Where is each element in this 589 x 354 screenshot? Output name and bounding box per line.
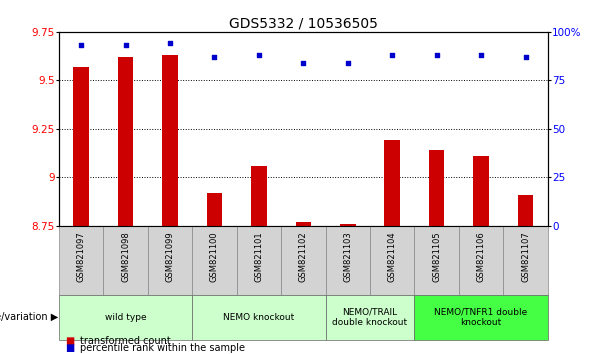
- Text: NEMO/TNFR1 double
knockout: NEMO/TNFR1 double knockout: [435, 308, 528, 327]
- Text: GSM821102: GSM821102: [299, 231, 308, 282]
- Bar: [296, 222, 311, 225]
- Point: [77, 42, 86, 48]
- Bar: [326, 225, 370, 295]
- Text: GSM821105: GSM821105: [432, 231, 441, 282]
- Text: percentile rank within the sample: percentile rank within the sample: [80, 343, 244, 353]
- Text: transformed count: transformed count: [80, 336, 170, 346]
- Point: [210, 54, 219, 60]
- Point: [299, 60, 308, 66]
- Text: genotype/variation ▶: genotype/variation ▶: [0, 312, 58, 322]
- Bar: [118, 57, 133, 225]
- Text: ■: ■: [65, 343, 74, 353]
- Point: [432, 52, 441, 58]
- Bar: [59, 225, 103, 295]
- Text: ■: ■: [65, 336, 74, 346]
- Text: NEMO knockout: NEMO knockout: [223, 313, 294, 322]
- Bar: [459, 225, 504, 295]
- Bar: [415, 295, 548, 340]
- Bar: [518, 195, 533, 225]
- Text: GSM821106: GSM821106: [477, 231, 485, 282]
- Bar: [429, 150, 445, 225]
- Bar: [281, 225, 326, 295]
- Text: GSM821104: GSM821104: [388, 231, 397, 282]
- Point: [166, 41, 175, 46]
- Text: GSM821097: GSM821097: [77, 231, 85, 282]
- Bar: [474, 156, 489, 225]
- Point: [477, 52, 486, 58]
- Text: GSM821103: GSM821103: [343, 231, 352, 282]
- Bar: [74, 67, 89, 225]
- Text: GSM821099: GSM821099: [166, 231, 174, 282]
- Bar: [326, 295, 415, 340]
- Point: [388, 52, 397, 58]
- Bar: [162, 55, 178, 225]
- Text: GSM821098: GSM821098: [121, 231, 130, 282]
- Bar: [192, 225, 237, 295]
- Point: [521, 54, 530, 60]
- Bar: [103, 225, 148, 295]
- Bar: [192, 295, 326, 340]
- Bar: [415, 225, 459, 295]
- Point: [343, 60, 352, 66]
- Bar: [340, 224, 356, 225]
- Bar: [504, 225, 548, 295]
- Title: GDS5332 / 10536505: GDS5332 / 10536505: [229, 17, 378, 31]
- Text: GSM821100: GSM821100: [210, 231, 219, 282]
- Text: wild type: wild type: [105, 313, 147, 322]
- Point: [121, 42, 130, 48]
- Bar: [385, 141, 400, 225]
- Text: GSM821107: GSM821107: [521, 231, 530, 282]
- Bar: [237, 225, 281, 295]
- Text: NEMO/TRAIL
double knockout: NEMO/TRAIL double knockout: [332, 308, 408, 327]
- Bar: [251, 166, 267, 225]
- Bar: [59, 295, 192, 340]
- Bar: [148, 225, 192, 295]
- Point: [254, 52, 264, 58]
- Bar: [370, 225, 415, 295]
- Bar: [207, 193, 222, 225]
- Text: GSM821101: GSM821101: [254, 231, 263, 282]
